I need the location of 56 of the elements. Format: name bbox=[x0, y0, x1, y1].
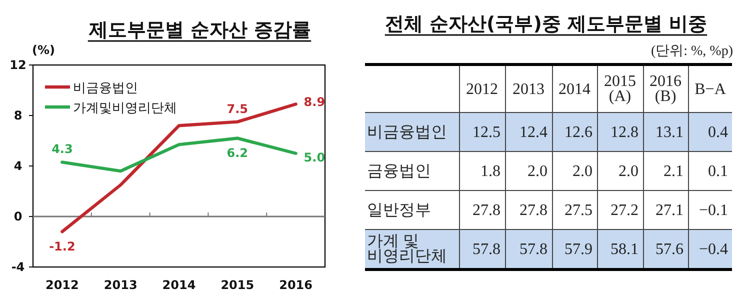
text: 57.8 bbox=[472, 240, 500, 258]
x-tick-label: 2015 bbox=[220, 278, 254, 292]
category-label: 일반정부 bbox=[367, 202, 431, 218]
text: 27.2 bbox=[610, 202, 638, 218]
category-label: 2015 (A) bbox=[597, 64, 643, 112]
x-tick-label: 2014 bbox=[162, 278, 196, 292]
text: 전체 순자산(국부)중 제도부문별 비중 bbox=[384, 13, 708, 35]
text: 1.8 bbox=[480, 162, 500, 180]
text: 2.0 bbox=[572, 162, 592, 180]
text: (단위: %, %p) bbox=[650, 44, 734, 59]
text: 12.8 bbox=[610, 124, 638, 140]
y-axis-title: (%) bbox=[32, 43, 55, 57]
text: 57.9 bbox=[564, 240, 592, 258]
data-label: 6.2 bbox=[226, 146, 248, 160]
y-tick-label: 4 bbox=[14, 159, 22, 173]
category-label: 2013 bbox=[505, 64, 552, 112]
text: −0.4 bbox=[698, 240, 728, 258]
data-label: 4.3 bbox=[52, 142, 73, 156]
text: 57.8 bbox=[520, 240, 548, 258]
text: 57.6 bbox=[656, 240, 684, 258]
category-label: 2012 bbox=[459, 64, 505, 112]
text: 27.5 bbox=[564, 202, 592, 218]
chart-title: 제도부문별 순자산 증감률 bbox=[88, 19, 312, 41]
y-tick-label: 8 bbox=[14, 108, 22, 122]
category-label: 2014 bbox=[552, 64, 597, 112]
text: 12.6 bbox=[564, 124, 592, 140]
category-label: 금융법인 bbox=[367, 162, 431, 180]
x-tick-label: 2012 bbox=[45, 278, 79, 292]
text: 58.1 bbox=[610, 240, 638, 258]
text: 2.0 bbox=[618, 162, 638, 180]
text: 27.1 bbox=[656, 202, 684, 218]
category-label: 비금융법인 bbox=[367, 124, 447, 140]
y-tick-label: -4 bbox=[11, 260, 25, 274]
text: 0.4 bbox=[708, 124, 728, 140]
text: 13.1 bbox=[656, 124, 684, 140]
text: 12.4 bbox=[520, 124, 548, 140]
category-label: 가계 및 비영리단체 bbox=[367, 233, 447, 265]
text: 2.0 bbox=[528, 162, 548, 180]
data-label: 5.0 bbox=[304, 150, 326, 164]
category-label: 2016 (B) bbox=[643, 64, 688, 112]
data-label: -1.2 bbox=[49, 240, 76, 254]
category-label: B−A bbox=[688, 64, 732, 112]
text: −0.1 bbox=[698, 202, 728, 218]
text: 27.8 bbox=[520, 202, 548, 218]
y-tick-label: 12 bbox=[10, 58, 26, 72]
y-tick-label: 0 bbox=[14, 210, 22, 224]
x-tick-label: 2016 bbox=[279, 278, 313, 292]
text: 12.5 bbox=[472, 124, 500, 140]
legend-label: 비금융법인 bbox=[73, 81, 138, 96]
text: 2.1 bbox=[664, 162, 684, 180]
data-label: 7.5 bbox=[226, 102, 248, 116]
text: 0.1 bbox=[708, 162, 728, 180]
text: 27.8 bbox=[472, 202, 500, 218]
x-tick-label: 2013 bbox=[104, 278, 138, 292]
data-label: 8.9 bbox=[304, 95, 326, 110]
legend-label: 가계및비영리단체 bbox=[73, 101, 177, 116]
